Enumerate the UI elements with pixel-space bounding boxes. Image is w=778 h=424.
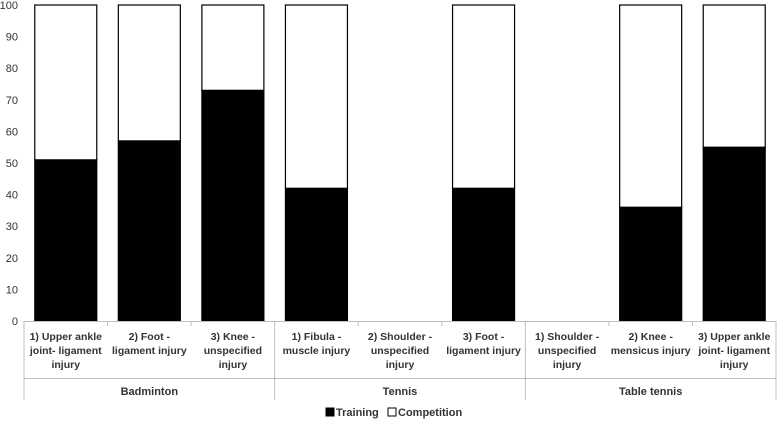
y-tick-label-20: 20 — [6, 253, 18, 265]
y-axis: 0 10 20 30 40 50 60 70 80 90 100 — [0, 0, 18, 328]
y-tick-label-10: 10 — [6, 284, 18, 296]
x-tick-label-7: 1) Shoulder -unspecified injury — [535, 331, 600, 371]
bar-competition-3 — [201, 4, 265, 91]
bar-training-9 — [702, 146, 766, 322]
bar-training-1 — [34, 159, 98, 322]
bar-training-4 — [284, 187, 349, 322]
group-label-badminton: Badminton — [121, 386, 179, 398]
y-tick-label-40: 40 — [6, 190, 18, 202]
y-tick-label-90: 90 — [6, 32, 18, 44]
y-tick-label-80: 80 — [6, 63, 18, 75]
bar-competition-2 — [117, 4, 181, 142]
legend-label-training: Training — [336, 407, 379, 419]
legend-swatch-competition — [387, 407, 397, 417]
group-label-table-tennis: Table tennis — [619, 386, 682, 398]
group-label-tennis: Tennis — [383, 386, 418, 398]
bar-training-2 — [117, 140, 181, 322]
y-tick-label-30: 30 — [6, 221, 18, 233]
y-tick-label-70: 70 — [6, 95, 18, 107]
bar-competition-4 — [284, 4, 349, 189]
bars — [34, 4, 766, 322]
x-tick-label-9: 3) Upper ankle joint- ligament injury — [697, 331, 770, 371]
bar-competition-1 — [34, 4, 98, 161]
x-tick-label-2: 2) Foot -ligament injury — [112, 331, 187, 357]
x-tick-label-5: 2) Shoulder -unspecified injury — [368, 331, 433, 371]
x-tick-label-6: 3) Foot -ligament injury — [446, 331, 521, 357]
x-axis: 1) Upper ankle joint- ligament injury 2) Fo… — [23, 321, 777, 400]
y-tick-label-60: 60 — [6, 126, 18, 138]
y-tick-label-50: 50 — [6, 158, 18, 170]
y-tick-label-100: 100 — [0, 0, 18, 12]
legend: Training Competition — [325, 407, 462, 419]
x-tick-label-4: 1) Fibula -muscle injury — [283, 331, 351, 357]
x-tick-label-1: 1) Upper ankle joint- ligament injury — [29, 331, 102, 371]
x-tick-label-8: 2) Knee -mensicus injury — [611, 331, 691, 357]
bar-competition-6 — [451, 4, 516, 189]
legend-label-competition: Competition — [398, 407, 462, 419]
x-tick-label-3: 3) Knee -unspecified injury — [204, 331, 262, 371]
legend-swatch-training — [325, 407, 335, 417]
bar-training-6 — [451, 187, 516, 322]
bar-training-8 — [619, 206, 683, 322]
bar-training-3 — [201, 89, 265, 322]
bar-competition-9 — [702, 4, 766, 148]
bar-competition-8 — [619, 4, 683, 208]
y-tick-label-0: 0 — [12, 316, 18, 328]
